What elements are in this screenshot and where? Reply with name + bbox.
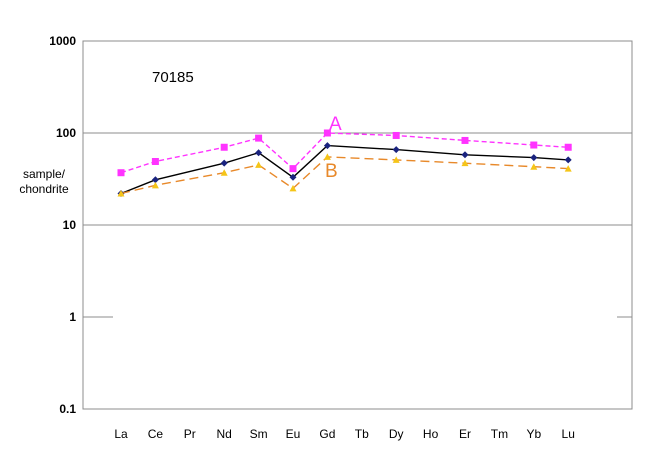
data-point <box>564 143 572 151</box>
data-point <box>220 143 228 151</box>
chart-title: 70185 <box>152 69 194 86</box>
x-tick-label: Lu <box>562 427 575 441</box>
y-tick-label: 10 <box>63 218 77 232</box>
data-point <box>323 153 331 160</box>
data-point <box>392 146 400 154</box>
data-point <box>289 173 297 181</box>
x-tick-label: Er <box>459 427 471 441</box>
data-point <box>530 141 538 149</box>
data-point <box>530 163 538 170</box>
data-point <box>117 189 125 197</box>
y-axis-label-line-2: chondrite <box>19 182 69 196</box>
data-point <box>392 131 400 139</box>
data-point <box>117 169 125 177</box>
data-point <box>564 156 572 164</box>
data-point <box>289 165 297 173</box>
x-tick-label: Tb <box>355 427 369 441</box>
data-point <box>220 159 228 167</box>
data-point <box>461 159 469 167</box>
y-axis-label-line-1: sample/ <box>23 167 66 181</box>
data-point <box>255 134 263 142</box>
data-point <box>255 161 263 168</box>
x-tick-label: Tm <box>491 427 508 441</box>
y-tick-label: 1 <box>69 310 76 324</box>
x-tick-label: Eu <box>286 427 301 441</box>
x-tick-label: Gd <box>319 427 335 441</box>
x-tick-label: La <box>114 427 128 441</box>
x-tick-label: Nd <box>217 427 232 441</box>
data-point <box>461 151 469 159</box>
x-tick-label: Yb <box>526 427 541 441</box>
data-point <box>255 149 263 157</box>
series-line-B <box>120 156 569 195</box>
data-point <box>151 181 159 189</box>
x-tick-label: Ho <box>423 427 439 441</box>
data-point <box>289 184 297 192</box>
x-tick-label: Sm <box>250 427 268 441</box>
series-line-middle <box>120 144 569 195</box>
y-tick-label: 100 <box>56 126 76 140</box>
series-label-b: B <box>325 161 338 182</box>
y-tick-label: 1000 <box>49 34 76 48</box>
data-point <box>151 176 159 184</box>
data-point <box>323 142 331 150</box>
x-tick-label: Dy <box>389 427 404 441</box>
x-tick-label: Pr <box>184 427 196 441</box>
series-label-a: A <box>329 114 342 135</box>
data-point <box>220 169 228 176</box>
data-point <box>151 158 159 166</box>
data-point <box>564 165 572 172</box>
data-point <box>461 136 469 144</box>
data-point <box>392 156 400 163</box>
x-tick-label: Ce <box>148 427 164 441</box>
y-tick-label: 0.1 <box>59 402 76 416</box>
data-point <box>323 129 331 137</box>
series-line-A <box>120 132 569 174</box>
data-point <box>530 154 538 162</box>
